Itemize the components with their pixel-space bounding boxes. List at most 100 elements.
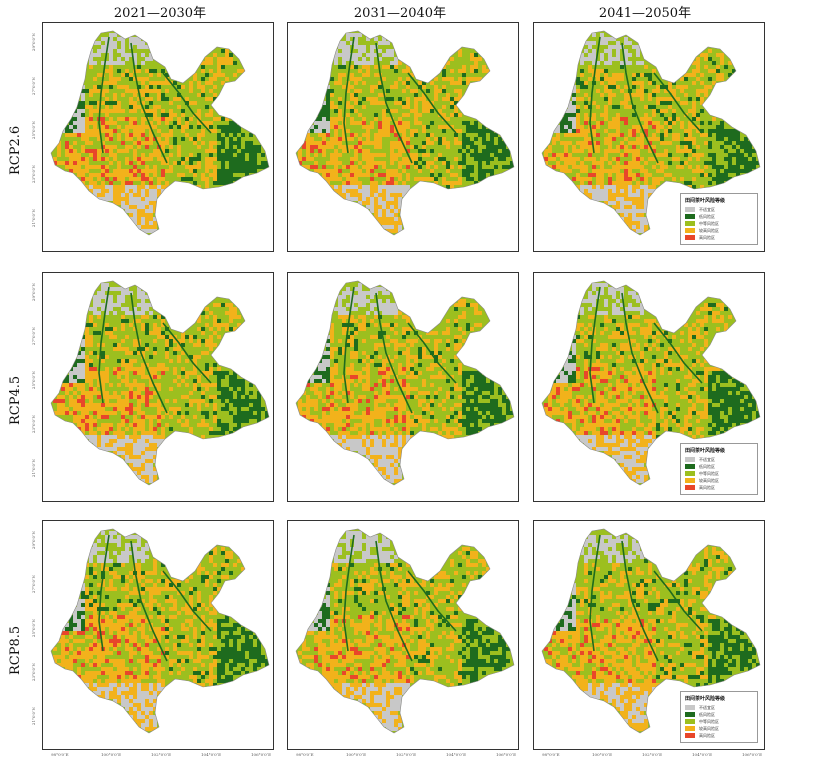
lon-tick-label: 106°0′0″E <box>742 752 763 757</box>
legend-label: 中等风险区 <box>699 718 719 724</box>
lon-tick-label: 98°0′0″E <box>296 752 314 757</box>
legend-swatch <box>685 207 695 212</box>
river-line-3 <box>162 322 212 384</box>
river-line-1 <box>589 286 601 404</box>
map-panel-rcp26-1: 29°0′0″N 27°0′0″N 25°0′0″N 23°0′0″N 21°0′0″N <box>31 22 274 252</box>
province-map <box>50 528 270 734</box>
province-border <box>50 528 270 734</box>
legend-item: 中等风险区 <box>685 718 753 725</box>
river-line-1 <box>589 534 601 652</box>
lat-tick-label: 25°0′0″N <box>31 371 36 390</box>
province-border <box>50 30 270 236</box>
lat-tick-label: 29°0′0″N <box>31 33 36 52</box>
legend-label: 较高风险区 <box>699 725 719 731</box>
river-line-3 <box>162 570 212 632</box>
river-line-3 <box>653 570 703 632</box>
river-line-3 <box>162 72 212 134</box>
river-line-3 <box>407 570 457 632</box>
risk-raster <box>298 531 514 731</box>
province-border <box>541 280 761 486</box>
province-map <box>295 30 515 236</box>
legend-label: 较高风险区 <box>699 477 719 483</box>
legend-swatch <box>685 733 695 738</box>
map-panel-rcp45-3: 田间茶叶风险等级 不适宜区 低风险区 中等风险区 较高风险区 高风险区 <box>533 272 765 502</box>
lon-tick-label: 100°0′0″E <box>346 752 367 757</box>
lon-tick-label: 102°0′0″E <box>151 752 172 757</box>
legend-label: 中等风险区 <box>699 220 719 226</box>
map-panel-rcp45-2 <box>287 272 519 502</box>
river-line-2 <box>375 292 413 414</box>
river-line-2 <box>130 42 168 164</box>
risk-raster <box>544 33 760 233</box>
legend-swatch <box>685 214 695 219</box>
river-line-1 <box>98 36 110 154</box>
legend-item: 中等风险区 <box>685 470 753 477</box>
map-panel-rcp85-3: 98°0′0″E 100°0′0″E 102°0′0″E 104°0′0″E 106°0… <box>533 520 765 757</box>
legend-label: 低风险区 <box>699 213 715 219</box>
row-title-rcp85: RCP8.5 <box>8 625 23 675</box>
province-border <box>50 280 270 486</box>
legend-swatch <box>685 457 695 462</box>
lon-tick-label: 98°0′0″E <box>51 752 69 757</box>
lon-tick-label: 104°0′0″E <box>692 752 713 757</box>
risk-raster <box>53 283 269 483</box>
river-line-3 <box>653 322 703 384</box>
province-map <box>541 280 761 486</box>
lon-tick-label: 102°0′0″E <box>396 752 417 757</box>
lat-tick-label: 23°0′0″N <box>31 663 36 682</box>
legend-item: 中等风险区 <box>685 220 753 227</box>
legend-swatch <box>685 464 695 469</box>
lat-tick-label: 27°0′0″N <box>31 575 36 594</box>
province-map <box>541 30 761 236</box>
province-map <box>50 30 270 236</box>
risk-raster <box>544 531 760 731</box>
legend-label: 低风险区 <box>699 463 715 469</box>
river-line-1 <box>343 36 355 154</box>
river-line-1 <box>98 286 110 404</box>
legend-item: 高风险区 <box>685 732 753 739</box>
lon-tick-label: 106°0′0″E <box>496 752 517 757</box>
province-border <box>295 30 515 236</box>
legend-item: 不适宜区 <box>685 206 753 213</box>
map-legend: 田间茶叶风险等级 不适宜区 低风险区 中等风险区 较高风险区 高风险区 <box>680 691 758 743</box>
river-line-1 <box>98 534 110 652</box>
lat-tick-label: 23°0′0″N <box>31 165 36 184</box>
lon-tick-label: 98°0′0″E <box>542 752 560 757</box>
legend-label: 不适宜区 <box>699 704 715 710</box>
legend-swatch <box>685 228 695 233</box>
province-border <box>541 30 761 236</box>
legend-item: 低风险区 <box>685 463 753 470</box>
legend-swatch <box>685 485 695 490</box>
river-line-2 <box>375 540 413 662</box>
column-title-1: 2021—2030年 <box>113 6 207 21</box>
province-map <box>295 280 515 486</box>
map-panel-rcp26-3: 田间茶叶风险等级不适宜区 低风险区 中等风险区 较高风险区 高风险区 <box>533 22 765 252</box>
river-line-3 <box>407 322 457 384</box>
legend-label: 低风险区 <box>699 711 715 717</box>
legend-swatch <box>685 221 695 226</box>
risk-raster <box>298 33 514 233</box>
river-line-2 <box>621 42 659 164</box>
province-border <box>295 280 515 486</box>
lat-tick-label: 21°0′0″N <box>31 209 36 228</box>
legend-swatch <box>685 471 695 476</box>
legend-item: 不适宜区 <box>685 704 753 711</box>
legend-title: 田间茶叶风险等级 <box>685 198 726 204</box>
lat-tick-label: 21°0′0″N <box>31 459 36 478</box>
legend-swatch <box>685 705 695 710</box>
legend-label: 高风险区 <box>699 234 715 240</box>
row-title-rcp26: RCP2.6 <box>8 125 23 175</box>
legend-item: 低风险区 <box>685 213 753 220</box>
legend-item: 较高风险区 <box>685 227 753 234</box>
river-line-3 <box>407 72 457 134</box>
lon-tick-label: 100°0′0″E <box>101 752 122 757</box>
province-map <box>541 528 761 734</box>
province-map <box>295 528 515 734</box>
lat-tick-label: 29°0′0″N <box>31 283 36 302</box>
legend-label: 不适宜区 <box>699 456 715 462</box>
risk-raster <box>53 531 269 731</box>
lat-tick-label: 21°0′0″N <box>31 707 36 726</box>
legend-swatch <box>685 719 695 724</box>
map-panel-rcp85-1: 29°0′0″N 27°0′0″N 25°0′0″N 23°0′0″N 21°0′0″N… <box>31 520 274 757</box>
lat-tick-label: 27°0′0″N <box>31 327 36 346</box>
